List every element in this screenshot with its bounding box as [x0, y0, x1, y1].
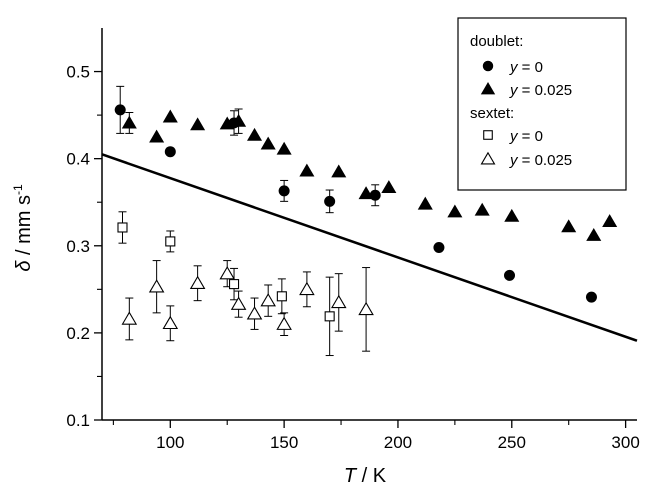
- data-point-triangle-filled: [190, 117, 206, 131]
- x-axis-symbol: T: [344, 465, 358, 487]
- legend-entry-sextet-y0: y = 0: [509, 128, 543, 145]
- legend-entry-doublet-y0: y = 0: [509, 59, 543, 76]
- axes-layer: 100 150 200 250 300 0.1 0.2 0.3 0.4 0.5: [66, 28, 640, 452]
- x-axis-title: T / K: [344, 465, 387, 487]
- data-point-triangle-filled: [260, 136, 276, 150]
- data-point-triangle-filled: [447, 204, 463, 218]
- data-point-circle: [433, 242, 445, 254]
- data-point-triangle-filled: [276, 141, 292, 155]
- x-tick-label: 200: [384, 433, 412, 452]
- legend-marker-triangle-filled: [480, 82, 496, 95]
- legend-doublet-title: doublet:: [470, 33, 523, 50]
- y-tick-label: 0.4: [66, 150, 90, 169]
- x-axis-unit: / K: [356, 465, 387, 487]
- data-point-triangle-filled: [602, 214, 618, 227]
- data-point-triangle-filled: [149, 129, 165, 143]
- data-point-circle: [585, 291, 597, 303]
- data-point-square-open: [228, 279, 240, 290]
- data-point-circle: [278, 185, 290, 197]
- data-point-triangle-filled: [331, 164, 347, 178]
- legend-entry-doublet-y025: y = 0.025: [509, 82, 572, 99]
- data-point-triangle-open: [480, 151, 496, 165]
- data-point-triangle-filled: [121, 115, 137, 129]
- y-axis-unit-exponent: -1: [11, 184, 25, 195]
- data-point-triangle-filled: [358, 186, 374, 200]
- fit-line: [101, 153, 638, 342]
- data-point-triangle-filled: [474, 202, 490, 216]
- legend-entry-value: = 0.025: [518, 152, 573, 169]
- data-point-circle: [324, 195, 336, 207]
- data-point-triangle-open: [230, 296, 247, 310]
- x-tick-label: 250: [498, 433, 526, 452]
- fit-line-layer: [101, 153, 638, 342]
- data-point-triangle-open: [260, 293, 276, 307]
- legend-sextet-title: sextet:: [470, 105, 514, 122]
- y-axis-symbol: δ: [13, 260, 35, 272]
- data-point-square-open: [117, 222, 128, 233]
- data-point-triangle-open: [148, 279, 165, 293]
- x-tick-label: 300: [611, 433, 639, 452]
- data-point-triangle-filled: [381, 180, 397, 194]
- legend-entry-value: = 0.025: [518, 82, 573, 99]
- data-point-triangle-open: [189, 275, 206, 289]
- legend-entry-sextet-y025: y = 0.025: [509, 152, 572, 169]
- data-point-triangle-filled: [162, 109, 178, 123]
- data-point-triangle-filled: [299, 163, 315, 177]
- data-point-triangle-filled: [561, 219, 577, 233]
- legend-marker-circle-filled: [482, 60, 494, 72]
- y-tick-label: 0.2: [66, 324, 90, 343]
- data-point-circle: [482, 60, 494, 72]
- data-point-triangle-filled: [247, 127, 263, 141]
- y-axis-unit: / mm s: [13, 195, 35, 261]
- legend-entry-value: = 0: [518, 59, 543, 76]
- data-point-triangle-filled: [504, 208, 520, 222]
- x-tick-label: 150: [270, 433, 298, 452]
- data-point-triangle-open: [121, 311, 138, 325]
- data-point-circle: [114, 104, 126, 116]
- data-point-circle: [164, 146, 176, 158]
- data-point-square-open: [483, 130, 493, 140]
- legend-entry-value: = 0: [518, 128, 543, 145]
- data-point-triangle-open: [358, 301, 374, 316]
- legend: doublet: y = 0 y = 0.025 sextet: y = 0 y…: [457, 17, 627, 191]
- data-point-triangle-open: [246, 306, 263, 320]
- y-tick-label: 0.1: [66, 411, 90, 430]
- data-point-triangle-filled: [231, 113, 247, 127]
- data-point-triangle-open: [299, 281, 315, 296]
- legend-entry-var: y: [509, 128, 519, 145]
- data-point-triangle-open: [162, 315, 179, 330]
- data-point-triangle-open: [219, 266, 235, 280]
- data-point-triangle-filled: [480, 82, 496, 95]
- legend-marker-triangle-open: [480, 151, 496, 165]
- data-point-triangle-filled: [586, 228, 602, 241]
- data-point-triangle-filled: [219, 116, 235, 130]
- data-point-square-open: [324, 311, 335, 322]
- y-tick-label: 0.3: [66, 237, 90, 256]
- legend-marker-square-open: [483, 130, 493, 140]
- data-layer: [114, 85, 618, 357]
- legend-entry-var: y: [509, 59, 519, 76]
- y-tick-label: 0.5: [66, 63, 90, 82]
- x-tick-label: 100: [156, 433, 184, 452]
- data-point-triangle-filled: [417, 196, 433, 210]
- data-point-circle: [504, 269, 516, 281]
- legend-entry-var: y: [509, 152, 519, 169]
- legend-entry-var: y: [509, 82, 519, 99]
- y-axis-title: δ / mm s-1: [11, 184, 35, 272]
- data-point-square-open: [165, 236, 176, 247]
- data-point-triangle-open: [330, 294, 347, 309]
- data-point-square-open: [276, 291, 287, 302]
- data-point-triangle-open: [276, 316, 292, 330]
